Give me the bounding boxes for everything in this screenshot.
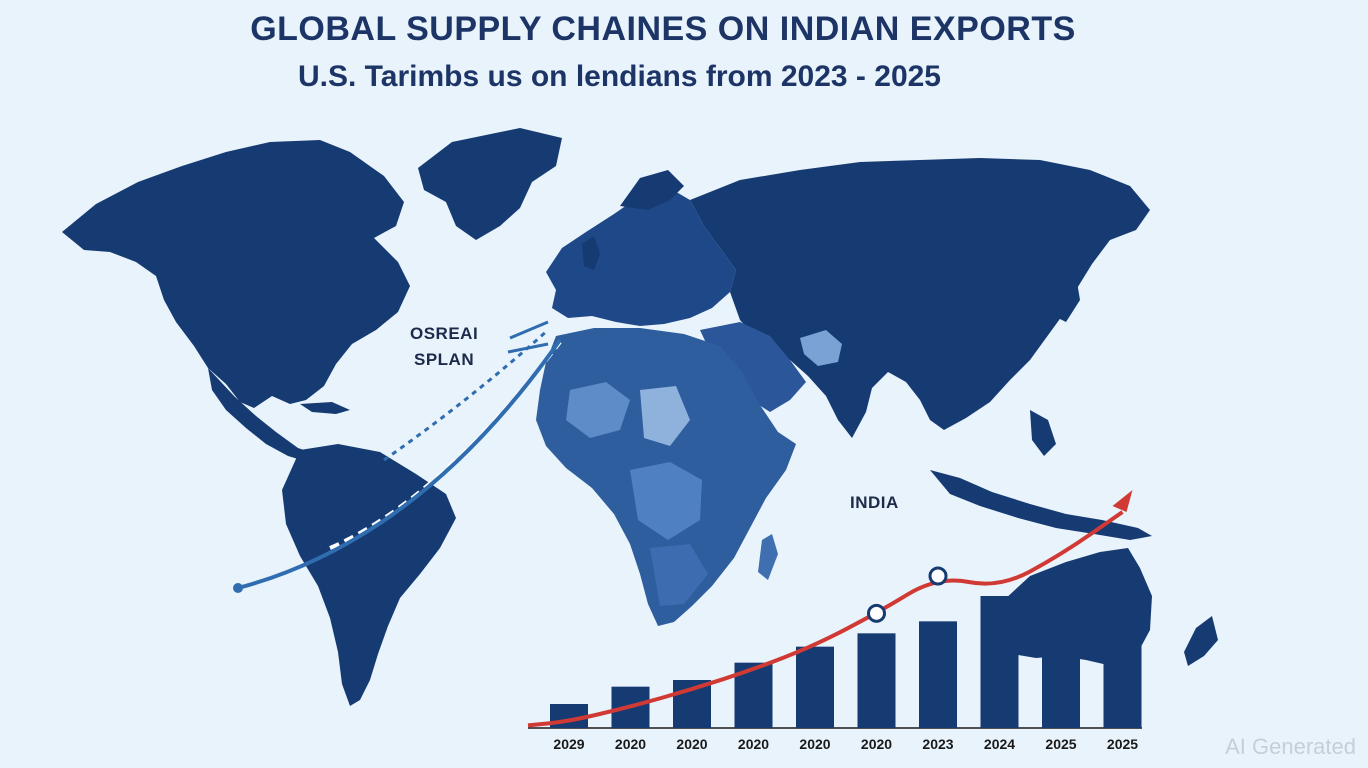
x-tick-label-6: 2023 [922,736,953,752]
export-bar-chart: 2029 2020 2020 2020 2020 2020 2023 2024 2025 2025 [527,490,1142,752]
bar-4 [796,646,834,728]
greenland [418,128,562,240]
trend-point-6 [928,566,948,586]
page-subtitle: U.S. Tarimbs us on lendians from 2023 - … [298,60,941,93]
africa-region-d [650,544,708,606]
trend-point-5 [867,603,886,623]
bar-9 [1103,601,1142,728]
route-origin-dot [233,583,243,593]
x-tick-label-5: 2020 [861,736,892,752]
indonesia [930,470,1152,540]
bar-7 [980,596,1019,728]
x-tick-label-0: 2029 [553,736,584,752]
japan [1054,268,1080,322]
x-tick-label-8: 2025 [1045,736,1076,752]
bar-6 [919,621,957,728]
x-tick-label-4: 2020 [799,736,830,752]
x-tick-label-9: 2025 [1107,736,1138,752]
madagascar [758,534,778,580]
x-tick-label-1: 2020 [615,736,646,752]
south-america [282,444,456,706]
africa-region-b [640,386,690,446]
x-tick-label-7: 2024 [984,736,1015,752]
scandinavia [620,170,684,210]
page-title: GLOBAL SUPPLY CHAINES ON INDIAN EXPORTS [250,10,1076,48]
caribbean [300,402,350,414]
africa-region-c [630,462,702,540]
trend-line [527,510,1124,728]
asia [690,158,1150,438]
africa-region-a [566,382,630,438]
solid-route-line [237,338,562,590]
bar-5 [857,633,896,728]
uk [582,236,600,270]
north-america [62,140,410,408]
trend-arrow-head [1112,490,1133,512]
south-asia-highlight [800,330,842,366]
x-tick-label-2: 2020 [676,736,707,752]
middle-east [700,322,806,412]
india-label: INDIA [850,493,899,512]
bar-8 [1042,600,1080,728]
new-zealand [1184,616,1218,666]
route-label-line2: SPLAN [414,350,475,369]
philippines [1030,410,1056,456]
route-stub-lines [507,320,549,354]
watermark: AI Generated [1225,734,1356,759]
route-label-line1: OSREAI [410,324,479,343]
europe [546,186,736,326]
x-tick-label-3: 2020 [738,736,769,752]
